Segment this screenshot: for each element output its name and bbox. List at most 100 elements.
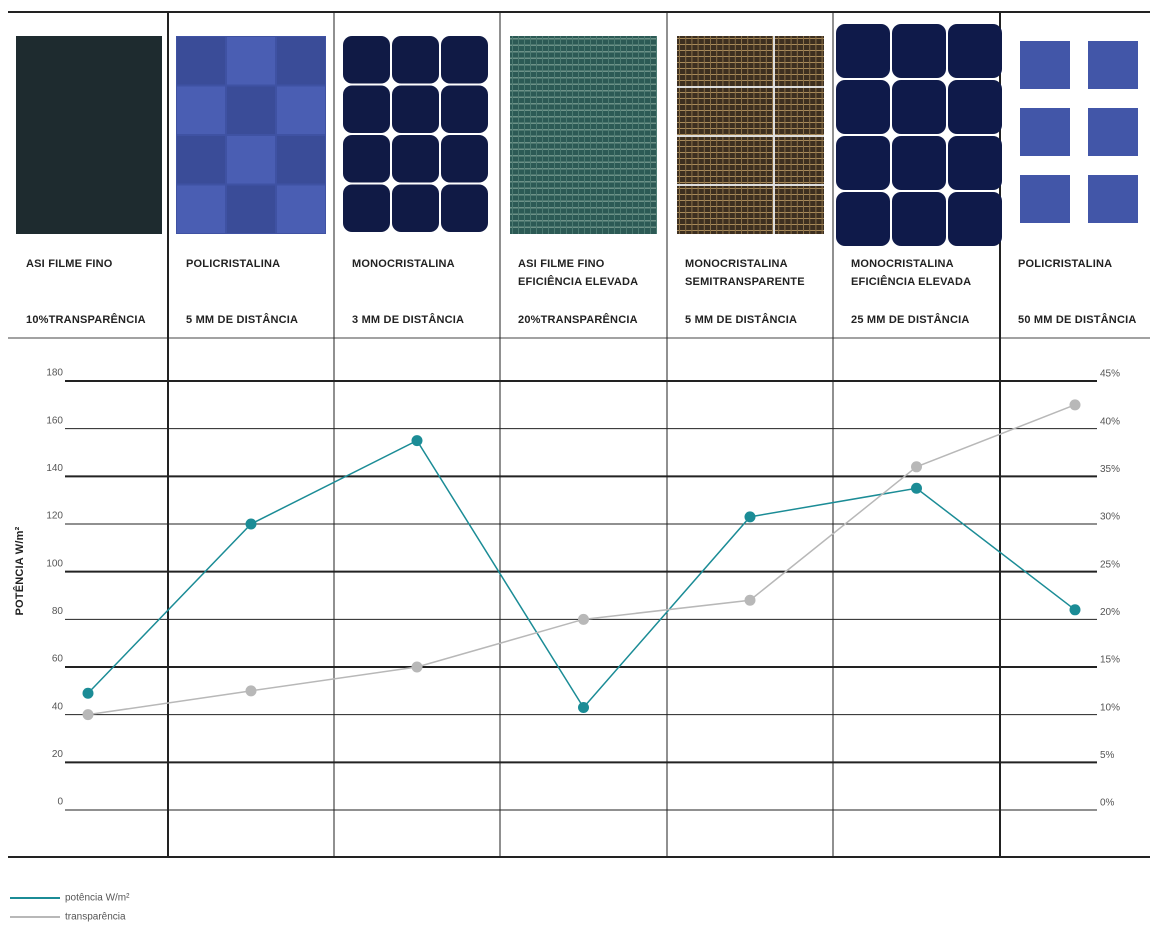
stripe bbox=[677, 86, 824, 88]
stripe bbox=[510, 142, 657, 144]
stripe bbox=[578, 36, 579, 234]
cell bbox=[441, 36, 488, 84]
cell bbox=[227, 136, 275, 184]
stripe bbox=[677, 50, 824, 51]
stripe bbox=[608, 36, 609, 234]
stripe bbox=[677, 184, 824, 186]
series-line bbox=[87, 404, 1076, 716]
stripe bbox=[510, 90, 657, 92]
panel-name: EFICIÊNCIA ELEVADA bbox=[851, 275, 971, 288]
y-tick-label: 160 bbox=[46, 415, 63, 426]
y2-tick-label: 30% bbox=[1100, 512, 1120, 523]
data-point bbox=[411, 661, 423, 673]
panel-detail: 50 MM DE DISTÂNCIA bbox=[1018, 313, 1137, 326]
y-tick-label: 60 bbox=[52, 654, 64, 665]
stripe bbox=[677, 68, 824, 69]
panel-name: ASI FILME FINO bbox=[26, 258, 113, 270]
stripe bbox=[677, 206, 824, 207]
stripe bbox=[524, 36, 525, 234]
y2-tick-label: 35% bbox=[1100, 464, 1120, 475]
y-axis-label: POTÊNCIA W/m² bbox=[13, 526, 26, 615]
stripe bbox=[677, 104, 824, 105]
data-point bbox=[911, 482, 922, 494]
cell bbox=[441, 85, 488, 133]
stripe bbox=[602, 36, 603, 234]
stripe bbox=[677, 80, 824, 81]
y2-tick-label: 20% bbox=[1100, 607, 1120, 618]
stripe bbox=[510, 109, 657, 111]
data-point bbox=[245, 518, 257, 530]
panel-detail: 25 MM DE DISTÂNCIA bbox=[851, 313, 970, 326]
data-point bbox=[82, 709, 94, 721]
panel-name: SEMITRANSPARENTE bbox=[685, 276, 805, 288]
y-tick-label: 40 bbox=[52, 701, 64, 712]
cell bbox=[948, 136, 1002, 190]
cell bbox=[392, 135, 439, 183]
stripe bbox=[644, 36, 645, 234]
cell bbox=[343, 135, 390, 183]
panel-detail: 5 MM DE DISTÂNCIA bbox=[186, 313, 298, 326]
cell bbox=[836, 192, 890, 246]
y2-tick-label: 10% bbox=[1100, 702, 1120, 713]
legend-label: potência W/m² bbox=[65, 893, 130, 904]
stripe bbox=[638, 36, 639, 234]
cell bbox=[892, 136, 946, 190]
panel-detail: 20%TRANSPARÊNCIA bbox=[518, 313, 638, 326]
stripe bbox=[677, 200, 824, 201]
panel-images bbox=[16, 24, 1138, 246]
stripe bbox=[510, 77, 657, 79]
y-tick-label: 80 bbox=[52, 606, 64, 617]
panel-name: POLICRISTALINA bbox=[186, 258, 280, 270]
y-tick-label: 120 bbox=[46, 511, 63, 522]
y-tick-label: 20 bbox=[52, 749, 64, 760]
stripe bbox=[626, 36, 627, 234]
cell bbox=[836, 80, 890, 134]
stripe bbox=[510, 122, 657, 124]
stripe bbox=[512, 36, 513, 234]
stripe bbox=[566, 36, 567, 234]
cell bbox=[441, 184, 488, 232]
stripe bbox=[510, 51, 657, 53]
y-tick-label: 180 bbox=[46, 368, 63, 379]
cell bbox=[1020, 175, 1070, 223]
y2-tick-label: 15% bbox=[1100, 655, 1120, 666]
stripe bbox=[677, 158, 824, 159]
cell bbox=[948, 24, 1002, 78]
stripe bbox=[677, 110, 824, 111]
data-point bbox=[82, 687, 94, 699]
stripe bbox=[656, 36, 657, 234]
stripe bbox=[677, 135, 824, 137]
data-point bbox=[578, 702, 589, 714]
stripe bbox=[677, 194, 824, 195]
stripe bbox=[677, 212, 824, 213]
stripe bbox=[510, 220, 657, 222]
cell bbox=[343, 184, 390, 232]
cell bbox=[177, 136, 225, 184]
cell bbox=[277, 185, 325, 233]
stripe bbox=[677, 152, 824, 153]
cell bbox=[177, 37, 225, 85]
panel-detail: 3 MM DE DISTÂNCIA bbox=[352, 313, 464, 326]
panel-image bbox=[16, 36, 162, 234]
y-tick-label: 100 bbox=[46, 558, 63, 569]
y2-tick-label: 0% bbox=[1100, 798, 1115, 809]
cell bbox=[1020, 108, 1070, 156]
panel-image bbox=[510, 36, 657, 234]
stripe bbox=[510, 83, 657, 85]
stripe bbox=[677, 98, 824, 99]
panel-name: MONOCRISTALINA bbox=[352, 258, 455, 270]
cell bbox=[836, 24, 890, 78]
stripe bbox=[677, 116, 824, 117]
data-point bbox=[744, 594, 756, 606]
stripe bbox=[632, 36, 633, 234]
stripe bbox=[614, 36, 615, 234]
legend-label: transparência bbox=[65, 912, 126, 923]
stripe bbox=[620, 36, 621, 234]
stripe bbox=[584, 36, 585, 234]
cell bbox=[227, 86, 275, 134]
panel-detail: 5 MM DE DISTÂNCIA bbox=[685, 313, 797, 326]
stripe bbox=[510, 148, 657, 150]
stripe bbox=[510, 213, 657, 215]
y2-tick-label: 25% bbox=[1100, 559, 1120, 570]
